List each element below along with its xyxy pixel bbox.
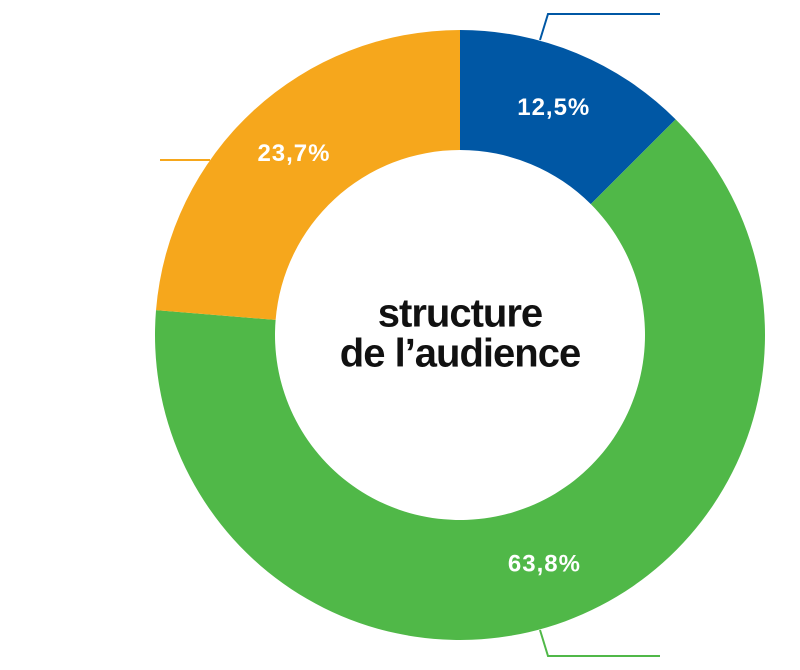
center-text: structure (378, 292, 542, 336)
value-label: 63,8% (508, 550, 581, 577)
leader-line (539, 13, 660, 41)
value-label: 12,5% (517, 94, 590, 121)
value-label: 23,7% (257, 140, 330, 167)
donut-slice (460, 30, 676, 205)
donut-slice (156, 30, 460, 320)
leader-line (539, 629, 660, 657)
center-text: de l’audience (340, 332, 580, 376)
donut-slice (155, 119, 766, 641)
